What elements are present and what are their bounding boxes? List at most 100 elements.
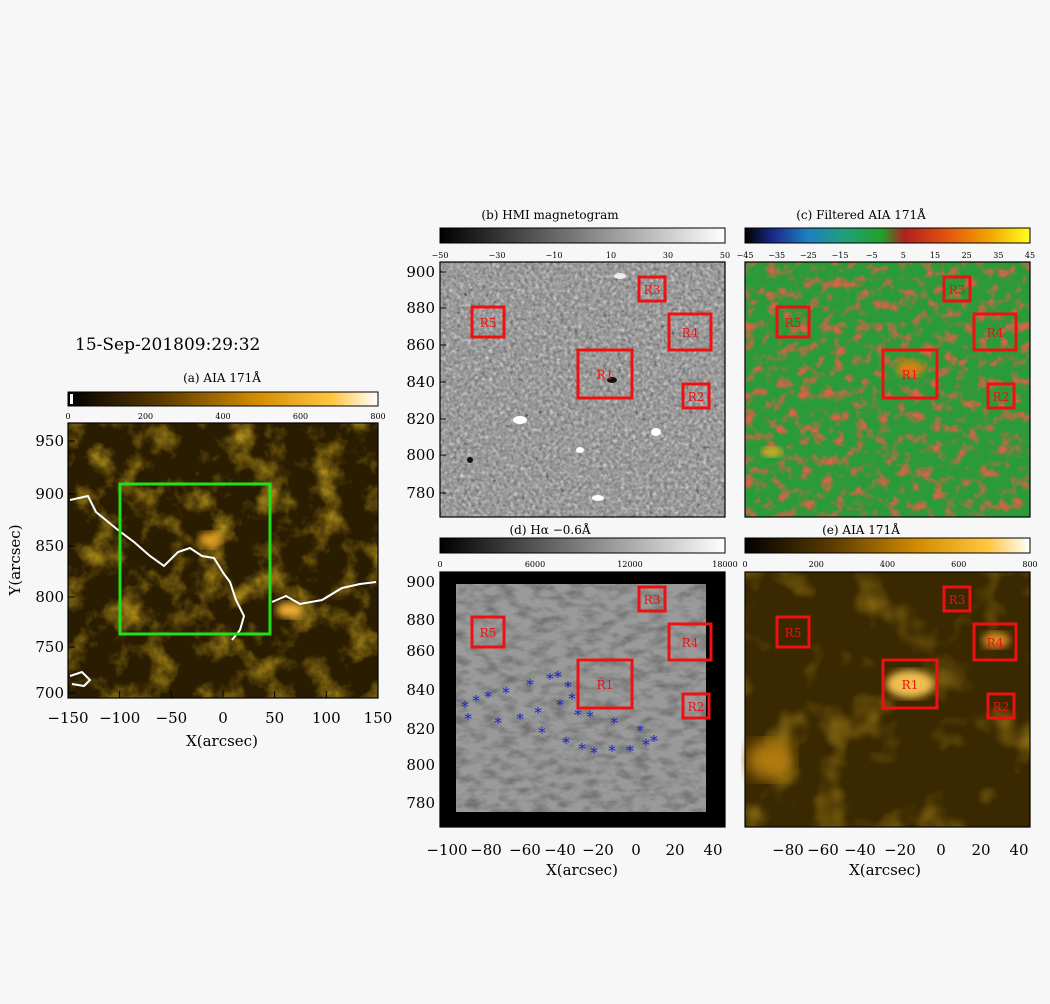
panel-e-x-tick: −20 (884, 841, 916, 859)
region-label-r2: R2 (993, 700, 1010, 714)
panel-b-colorbar (439, 227, 726, 244)
panel-d-colorbar-ticks: 0 6000 12000 18000 (437, 560, 737, 569)
panel-e-x-tick: 20 (971, 841, 990, 859)
panel-b-title: (b) HMI magnetogram (481, 208, 619, 222)
filament-marker: * (538, 724, 546, 742)
panel-b: (b) HMI magnetogram −50 −30 −10 10 30 50 (432, 208, 731, 518)
panel-a-colorbar-ticks: 0 200 400 600 800 (65, 412, 385, 421)
panel-a-colorbar-tick: 600 (293, 412, 308, 421)
panel-a-xlabel: X(arcsec) (186, 732, 258, 750)
region-box-r4 (972, 622, 1018, 662)
panel-a-y-tick: 800 (35, 588, 64, 606)
magnetic-features (467, 273, 661, 501)
panel-a-colorbar-tick: 800 (370, 412, 385, 421)
panel-e-colorbar (744, 537, 1031, 554)
panel-e-colorbar-tick: 0 (742, 560, 747, 569)
panel-b-colorbar-ticks: −50 −30 −10 10 30 50 (432, 251, 731, 260)
region-label-r5: R5 (785, 626, 802, 640)
region-label-r5: R5 (785, 316, 802, 330)
region-label-r4: R4 (987, 636, 1004, 650)
bright-patch-a (276, 602, 304, 618)
panel-c-title: (c) Filtered AIA 171Å (796, 207, 926, 222)
panel-a-y-tick: 850 (35, 537, 64, 555)
panel-e-x-tick: −60 (807, 841, 839, 859)
region-label-r1: R1 (597, 368, 614, 382)
panel-c-colorbar-tick: −45 (737, 251, 754, 260)
right-y-tick: 860 (406, 336, 435, 354)
region-box-r2 (681, 382, 711, 410)
panel-b-colorbar-tick: 50 (720, 251, 730, 260)
region-box-r1 (576, 658, 634, 710)
panel-d: (d) Hα −0.6Å 0 6000 12000 18000 *** ********… (437, 522, 738, 828)
region-box-r4 (667, 312, 713, 352)
panel-a-x-tick: −50 (156, 709, 188, 727)
right-y-tick: 800 (406, 756, 435, 774)
region-boxes: R1 R2 R3 R4 R5 R1 R2 R3 R4 R5 R1 R2 R3 R4 R5 R1 R2 R3 R4 R5 (470, 275, 1018, 720)
panel-e-colorbar-tick: 800 (1022, 560, 1037, 569)
panel-d-x-tick: −20 (582, 841, 614, 859)
bright-patch-c2 (896, 360, 924, 376)
region-label-r4: R4 (987, 326, 1004, 340)
panel-b-colorbar-tick: −30 (489, 251, 506, 260)
panel-a-y-tick: 750 (35, 638, 64, 656)
panel-d-x-tick: −40 (544, 841, 576, 859)
panel-b-colorbar-tick: 30 (663, 251, 673, 260)
panel-d-x-tick: 40 (703, 841, 722, 859)
bright-loop-e (886, 670, 934, 698)
panel-a-y-tick: 700 (35, 684, 64, 702)
panel-c-colorbar-tick: −15 (832, 251, 849, 260)
panel-a-x-tick: 100 (312, 709, 341, 727)
filament-marker: * (642, 736, 650, 754)
panel-a-colorbar-tick: 400 (215, 412, 230, 421)
panel-c-colorbar-tick: −5 (866, 251, 878, 260)
panel-d-colorbar (439, 537, 726, 554)
filament-marker: * (472, 692, 480, 710)
panel-d-map-texture (456, 584, 706, 812)
region-label-r5: R5 (480, 626, 497, 640)
panel-a-x-tick: −150 (47, 709, 88, 727)
filament-marker: * (626, 742, 634, 760)
filament-marker: * (494, 714, 502, 732)
panel-d-colorbar-tick: 6000 (525, 560, 545, 569)
filament-marker: * (464, 710, 472, 728)
panel-e-map-texture (745, 572, 1030, 827)
timestamp-label: 15-Sep-201809:29:32 (75, 335, 260, 355)
filament-marker: * (586, 708, 594, 726)
region-box-r1 (576, 348, 634, 400)
region-box-r5 (775, 615, 811, 649)
filament-marker: * (554, 668, 562, 686)
panel-e-colorbar-ticks: 0 200 400 600 800 (742, 560, 1037, 569)
region-box-r5 (470, 615, 506, 649)
filament-marker: * (574, 706, 582, 724)
panel-e-colorbar-tick: 400 (880, 560, 895, 569)
region-label-r3: R3 (644, 593, 661, 607)
panel-b-map-texture (440, 262, 725, 517)
right-y-tick: 780 (406, 794, 435, 812)
filament-marker: * (534, 704, 542, 722)
region-box-r4 (667, 622, 713, 662)
region-label-r2: R2 (993, 390, 1010, 404)
zoom-box (118, 482, 272, 636)
panel-e-x-tick: 40 (1009, 841, 1028, 859)
right-y-tick: 900 (406, 263, 435, 281)
panel-b-colorbar-tick: −10 (546, 251, 563, 260)
panel-c-colorbar (744, 227, 1031, 244)
right-y-tick: 860 (406, 642, 435, 660)
filament-marker: * (502, 684, 510, 702)
panel-a-x-tick: 50 (265, 709, 284, 727)
panel-c-colorbar-tick: −25 (800, 251, 817, 260)
region-box-r1 (881, 658, 939, 710)
region-box-r1 (881, 348, 939, 400)
filament-marker: * (484, 688, 492, 706)
panel-c: (c) Filtered AIA 171Å −45 −35 −25 −15 −5 5 15 2… (737, 207, 1035, 518)
panel-a-axes: 950 900 850 800 750 700 −150 −100 −50 0 50 100 150 (35, 432, 392, 727)
filament-marker: * (590, 744, 598, 762)
right-y-tick: 820 (406, 410, 435, 428)
region-label-r2: R2 (688, 700, 705, 714)
filament-marker: * (578, 740, 586, 758)
region-label-r1: R1 (902, 678, 919, 692)
right-y-tick: 780 (406, 484, 435, 502)
panel-d-colorbar-tick: 0 (437, 560, 442, 569)
panel-c-colorbar-tick: 35 (993, 251, 1003, 260)
bright-patch-e2 (746, 740, 794, 780)
